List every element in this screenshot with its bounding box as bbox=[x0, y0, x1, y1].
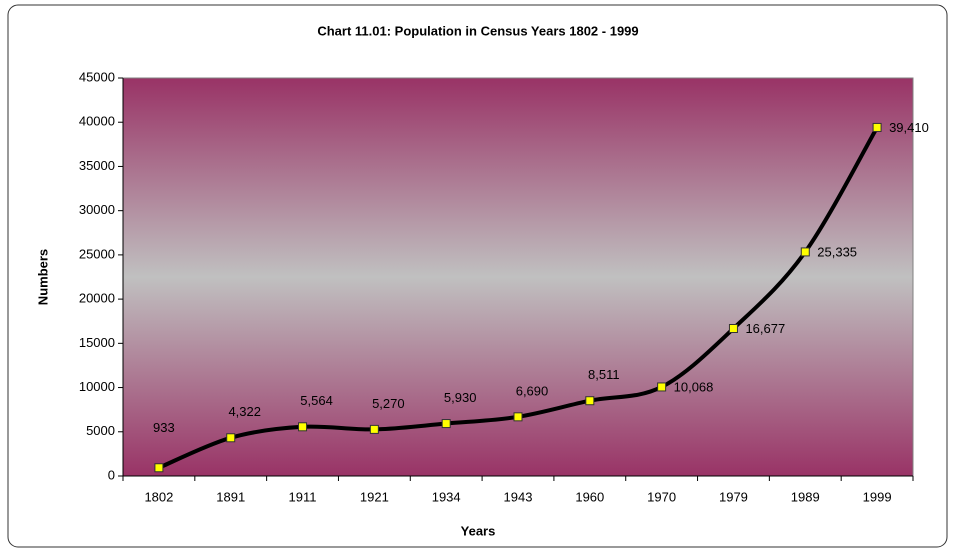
y-tick-label: 20000 bbox=[79, 291, 115, 306]
x-axis-label: Years bbox=[461, 523, 496, 538]
marker bbox=[369, 424, 379, 434]
marker bbox=[226, 433, 236, 443]
x-tick-label: 1934 bbox=[432, 489, 461, 504]
data-label: 5,270 bbox=[372, 396, 405, 411]
y-tick-label: 30000 bbox=[79, 202, 115, 217]
x-tick-label: 1891 bbox=[216, 489, 245, 504]
y-tick-label: 15000 bbox=[79, 335, 115, 350]
marker bbox=[154, 463, 164, 473]
x-tick-label: 1802 bbox=[144, 489, 173, 504]
data-label: 39,410 bbox=[889, 120, 929, 135]
marker bbox=[298, 422, 308, 432]
marker bbox=[585, 396, 595, 406]
line bbox=[158, 126, 879, 470]
data-label: 933 bbox=[153, 420, 175, 435]
y-tick-label: 0 bbox=[108, 467, 115, 482]
y-tick-label: 45000 bbox=[79, 69, 115, 84]
x-tick-label: 1921 bbox=[360, 489, 389, 504]
data-label: 5,930 bbox=[444, 390, 477, 405]
marker bbox=[728, 324, 738, 334]
x-tick-label: 1970 bbox=[647, 489, 676, 504]
plot-area bbox=[122, 77, 914, 477]
y-tick-label: 5000 bbox=[86, 423, 115, 438]
y-axis-label: Numbers bbox=[35, 249, 50, 305]
y-tick-label: 25000 bbox=[79, 246, 115, 261]
x-tick-label: 1943 bbox=[504, 489, 533, 504]
x-tick-label: 1911 bbox=[289, 489, 317, 504]
chart-title: Chart 11.01: Population in Census Years … bbox=[317, 23, 638, 38]
data-label: 16,677 bbox=[745, 321, 785, 336]
marker bbox=[872, 122, 882, 132]
data-label: 5,564 bbox=[300, 393, 333, 408]
data-label: 8,511 bbox=[588, 367, 620, 382]
data-label: 10,068 bbox=[674, 379, 714, 394]
x-tick-label: 1999 bbox=[863, 489, 892, 504]
marker bbox=[657, 382, 667, 392]
marker bbox=[513, 412, 523, 422]
data-label: 4,322 bbox=[228, 404, 261, 419]
data-label: 6,690 bbox=[516, 383, 549, 398]
y-tick-label: 35000 bbox=[79, 158, 115, 173]
x-tick-label: 1979 bbox=[719, 489, 748, 504]
y-tick-label: 10000 bbox=[79, 379, 115, 394]
marker bbox=[800, 247, 810, 257]
y-tick-label: 40000 bbox=[79, 114, 115, 129]
x-tick-label: 1989 bbox=[791, 489, 820, 504]
marker bbox=[441, 419, 451, 429]
data-label: 25,335 bbox=[817, 244, 857, 259]
x-tick-label: 1960 bbox=[575, 489, 604, 504]
